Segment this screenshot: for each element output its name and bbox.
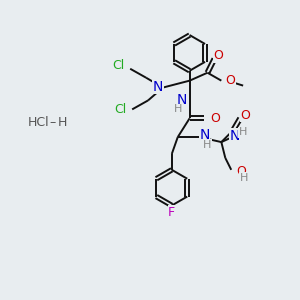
Text: O: O (210, 112, 220, 125)
Text: O: O (240, 109, 250, 122)
Text: H: H (203, 140, 212, 150)
Text: H: H (174, 104, 182, 114)
Text: O: O (236, 165, 246, 178)
Text: O: O (225, 74, 235, 87)
Text: N: N (153, 80, 163, 94)
Text: Cl: Cl (114, 103, 126, 116)
Text: F: F (168, 206, 175, 219)
Text: O: O (213, 50, 223, 62)
Text: H: H (58, 116, 68, 129)
Text: N: N (176, 94, 187, 107)
Text: –: – (50, 116, 56, 129)
Text: HCl: HCl (28, 116, 50, 129)
Text: N: N (199, 128, 210, 142)
Text: N: N (230, 129, 240, 143)
Text: H: H (239, 127, 247, 137)
Text: H: H (240, 173, 248, 183)
Text: Cl: Cl (112, 59, 124, 72)
